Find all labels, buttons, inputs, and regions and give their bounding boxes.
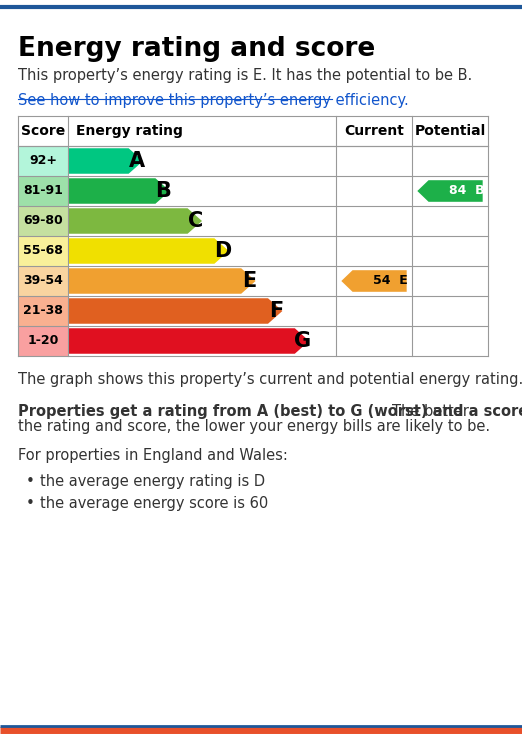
Bar: [18, 116, 488, 146]
Text: 69-80: 69-80: [23, 215, 63, 227]
Text: Potential: Potential: [414, 124, 485, 138]
Text: the average energy rating is D: the average energy rating is D: [40, 474, 265, 489]
Bar: [68, 146, 488, 176]
Polygon shape: [68, 208, 202, 234]
Polygon shape: [68, 329, 309, 354]
Bar: [68, 266, 488, 296]
Text: C: C: [188, 211, 203, 231]
Bar: [18, 206, 68, 236]
Bar: [68, 326, 488, 356]
Text: B: B: [156, 181, 171, 201]
Text: Score: Score: [21, 124, 65, 138]
Text: G: G: [294, 331, 311, 351]
Polygon shape: [68, 238, 229, 263]
Text: See how to improve this property’s energy efficiency.: See how to improve this property’s energ…: [18, 93, 409, 108]
Text: Current: Current: [344, 124, 404, 138]
Text: 54  E: 54 E: [373, 275, 408, 288]
Bar: [18, 146, 68, 176]
Text: The better: The better: [392, 404, 469, 419]
Bar: [18, 266, 68, 296]
Polygon shape: [68, 268, 256, 294]
Text: Properties get a rating from A (best) to G (worst) and a score.: Properties get a rating from A (best) to…: [18, 404, 522, 419]
Text: Energy rating: Energy rating: [76, 124, 183, 138]
Text: •: •: [26, 496, 35, 511]
Bar: [18, 326, 68, 356]
Bar: [68, 296, 488, 326]
Bar: [68, 236, 488, 266]
Text: •: •: [26, 474, 35, 489]
Bar: [18, 176, 68, 206]
Polygon shape: [68, 298, 282, 324]
Bar: [18, 296, 68, 326]
Text: the rating and score, the lower your energy bills are likely to be.: the rating and score, the lower your ene…: [18, 419, 490, 434]
Polygon shape: [341, 270, 407, 292]
Text: D: D: [213, 241, 231, 261]
Bar: [18, 236, 68, 266]
Text: The graph shows this property’s current and potential energy rating.: The graph shows this property’s current …: [18, 372, 522, 387]
Text: For properties in England and Wales:: For properties in England and Wales:: [18, 448, 288, 463]
Text: 1-20: 1-20: [27, 334, 58, 348]
Polygon shape: [68, 178, 170, 204]
Text: 55-68: 55-68: [23, 244, 63, 258]
Text: 92+: 92+: [29, 155, 57, 167]
Text: This property’s energy rating is E. It has the potential to be B.: This property’s energy rating is E. It h…: [18, 68, 472, 83]
Text: 81-91: 81-91: [23, 184, 63, 198]
Text: the average energy score is 60: the average energy score is 60: [40, 496, 268, 511]
Text: Energy rating and score: Energy rating and score: [18, 36, 375, 62]
Text: 21-38: 21-38: [23, 304, 63, 317]
Text: 39-54: 39-54: [23, 275, 63, 288]
Text: A: A: [128, 151, 145, 171]
Polygon shape: [68, 148, 143, 174]
Text: 84  B: 84 B: [449, 184, 484, 198]
Bar: [68, 206, 488, 236]
Text: F: F: [269, 301, 283, 321]
Polygon shape: [417, 181, 483, 202]
Text: E: E: [242, 271, 256, 291]
Bar: [68, 176, 488, 206]
